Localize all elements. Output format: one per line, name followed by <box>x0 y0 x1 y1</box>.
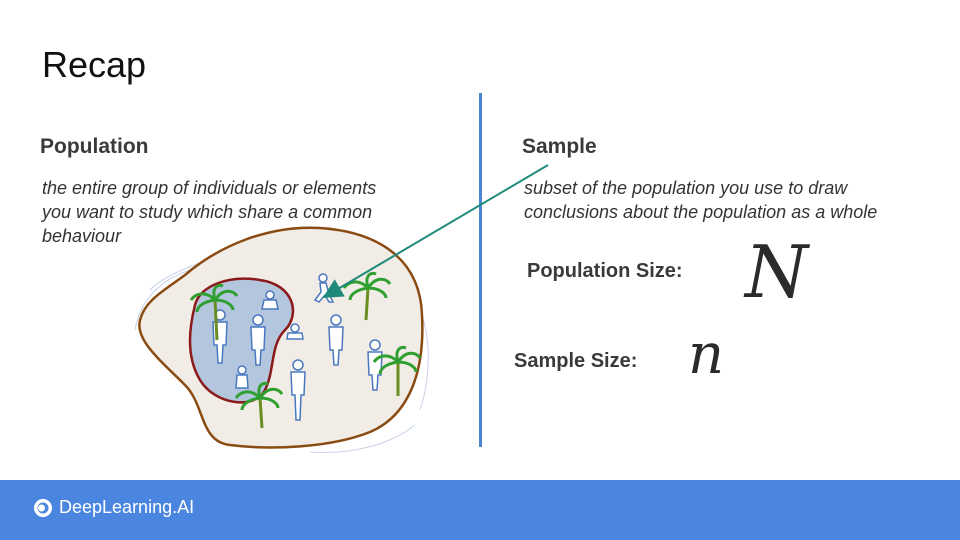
sample-heading: Sample <box>522 135 597 158</box>
palm-tree-icon <box>234 381 284 429</box>
population-definition: the entire group of individuals or eleme… <box>42 176 376 248</box>
population-definition-line: you want to study which share a common <box>42 202 373 222</box>
brand-logo: DeepLearning.AI <box>33 497 194 518</box>
footer-bar <box>0 480 960 540</box>
population-definition-line: the entire group of individuals or eleme… <box>42 178 377 198</box>
population-size-symbol: N <box>745 230 808 314</box>
palm-tree-icon <box>372 345 422 396</box>
population-illustration <box>134 226 429 453</box>
population-definition-line: behaviour <box>42 226 122 246</box>
sample-definition: subset of the population you use to draw… <box>524 176 877 224</box>
person-icon <box>367 339 383 391</box>
slide-title: Recap <box>42 44 147 85</box>
baby-icon <box>286 323 304 340</box>
child-icon <box>261 290 279 310</box>
palm-tree-icon <box>189 283 239 341</box>
child-icon <box>235 365 249 389</box>
sample-definition-line: subset of the population you use to draw <box>524 178 848 198</box>
person-icon <box>290 359 306 421</box>
vertical-divider <box>479 93 482 447</box>
person-icon <box>328 314 344 366</box>
sample-definition-line: conclusions about the population as a wh… <box>524 202 878 222</box>
population-heading: Population <box>40 135 149 158</box>
population-size-label: Population Size: <box>527 260 683 282</box>
person-icon <box>250 314 266 366</box>
palm-tree-icon <box>342 271 392 321</box>
brand-name: DeepLearning.AI <box>59 497 195 517</box>
sample-size-label: Sample Size: <box>514 350 638 372</box>
deeplearning-logo-icon <box>34 498 52 517</box>
sample-size-symbol: n <box>688 322 725 387</box>
